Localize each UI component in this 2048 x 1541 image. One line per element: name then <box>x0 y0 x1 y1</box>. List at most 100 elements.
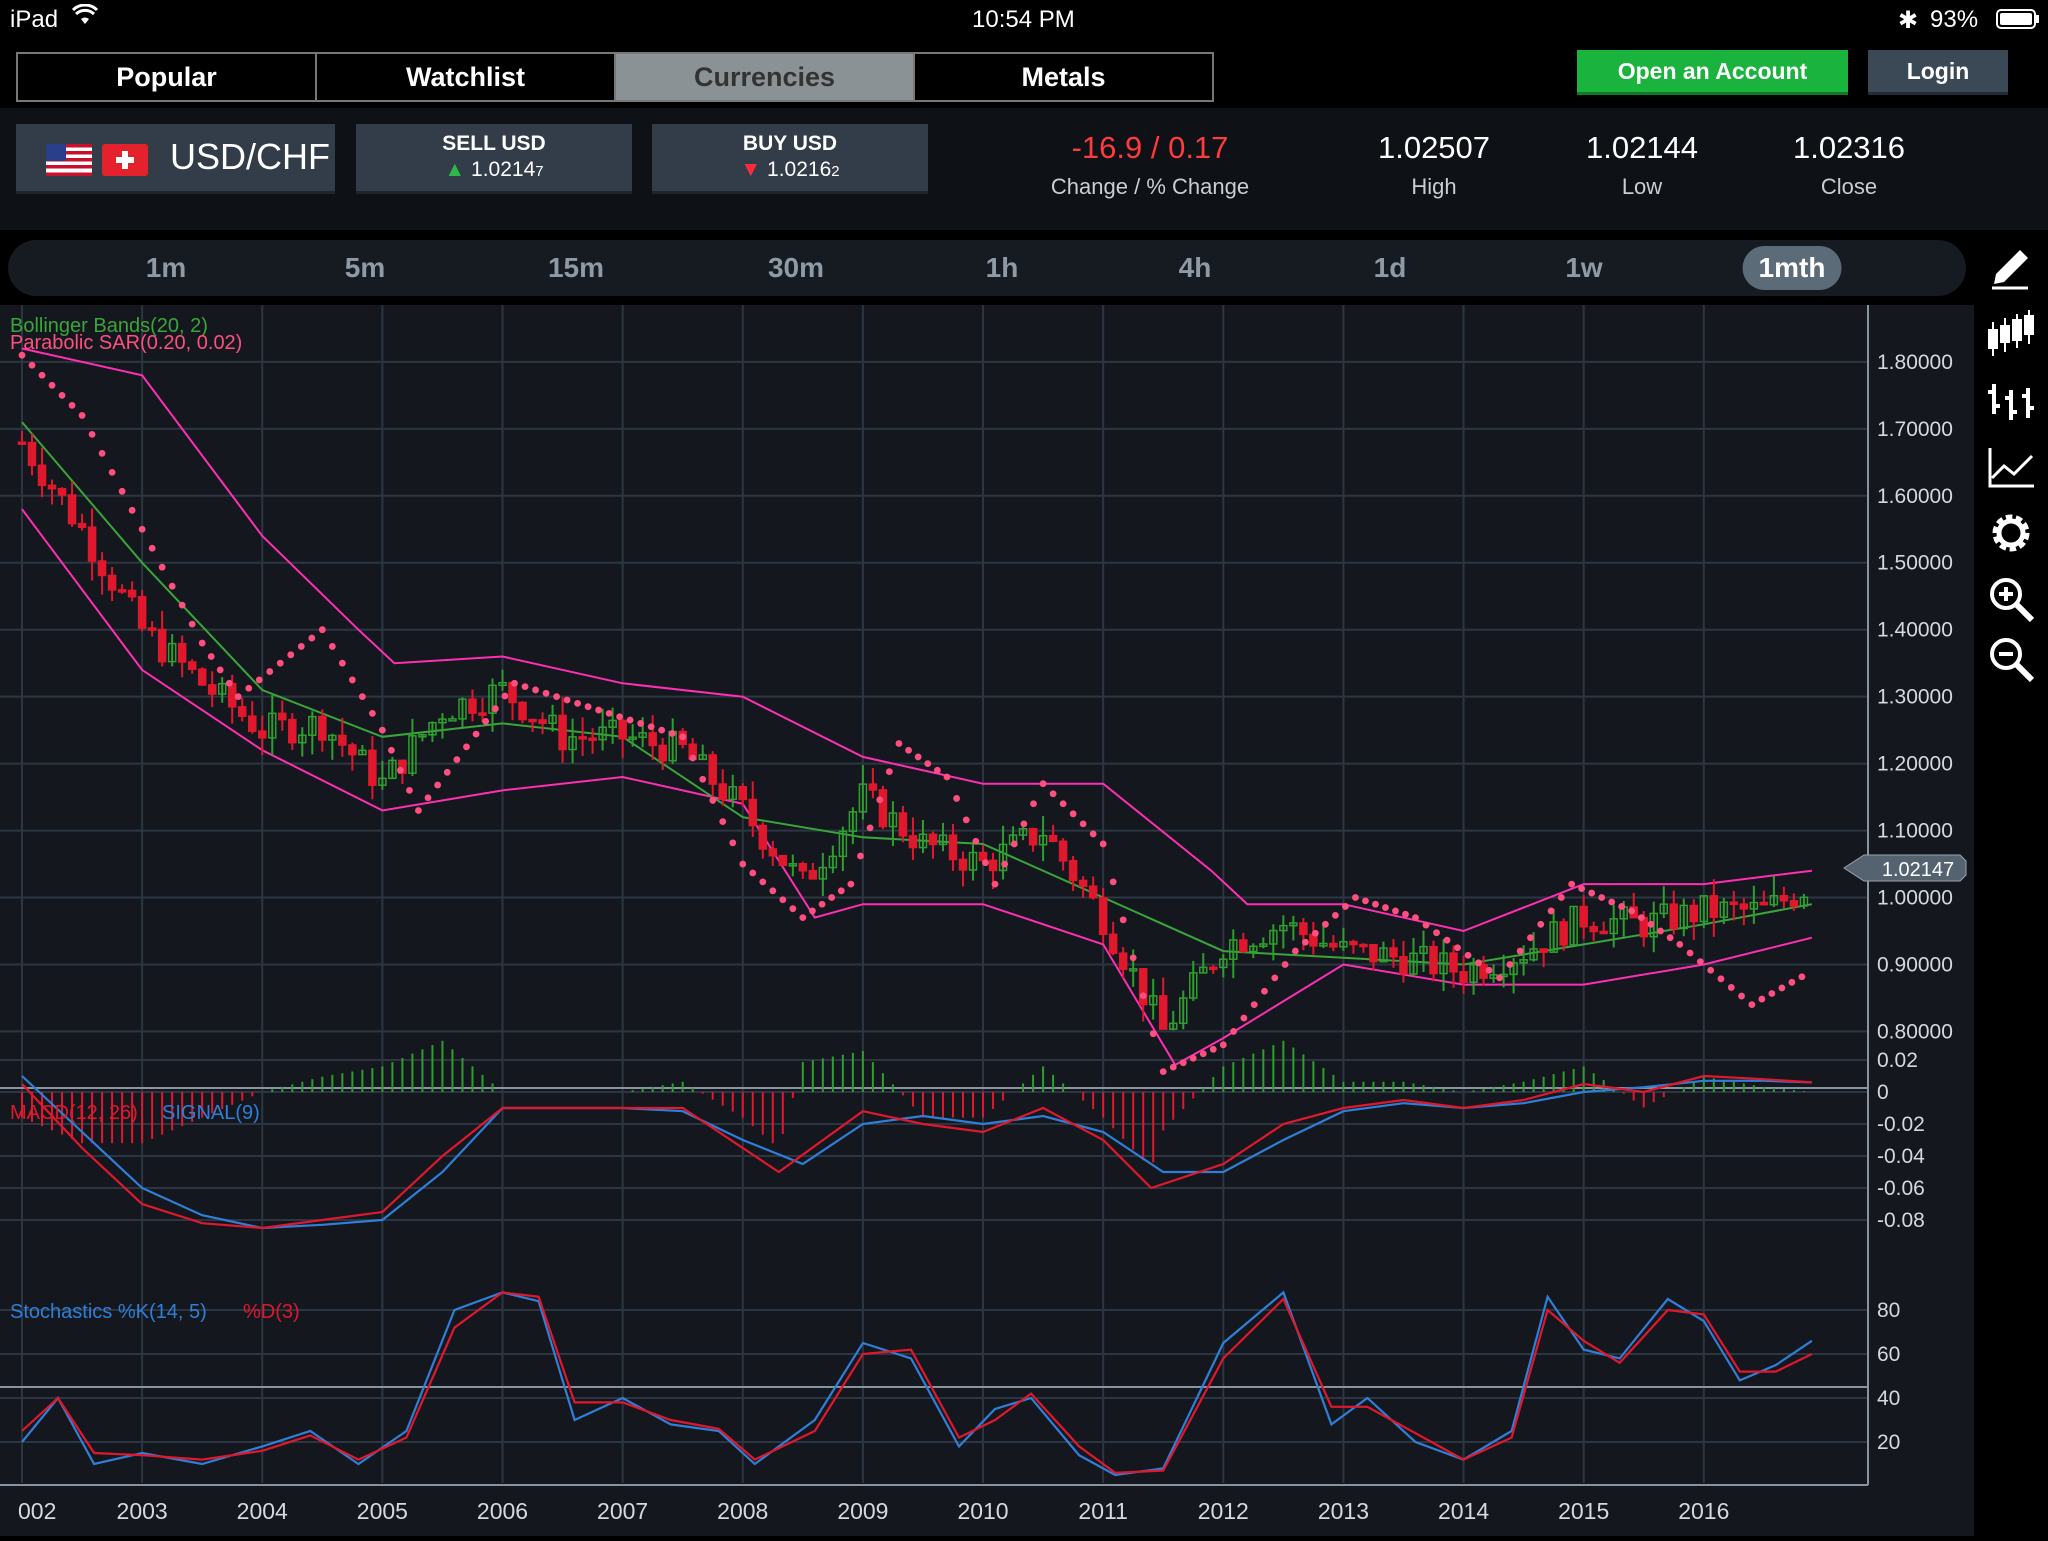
pencil-icon[interactable] <box>1984 242 2038 296</box>
time-axis-label: 2003 <box>117 1498 168 1524</box>
candle-body <box>928 833 938 846</box>
candle-body <box>1509 962 1518 976</box>
timeframe-1w[interactable]: 1w <box>1565 252 1603 283</box>
sar-dot <box>876 796 884 804</box>
candle-body <box>1409 952 1418 975</box>
macd-axis-label: -0.08 <box>1877 1209 1925 1232</box>
sar-dot <box>1506 961 1514 968</box>
candle-body <box>1369 943 1378 963</box>
zoom-out-icon[interactable] <box>1984 632 2038 686</box>
candle-body <box>1799 896 1809 907</box>
candlestick-icon[interactable] <box>1984 308 2038 362</box>
sar-dot <box>1159 1068 1167 1076</box>
sar-dot <box>933 766 941 774</box>
time-axis-label: 2016 <box>1678 1498 1729 1524</box>
close-label: Close <box>1820 174 1878 199</box>
sar-dot <box>28 361 36 369</box>
candle-body <box>1329 942 1338 948</box>
candle-body <box>1659 903 1669 915</box>
candle-body <box>1389 947 1398 958</box>
timeframe-1mth[interactable]: 1mth <box>1742 246 1842 290</box>
candle-body <box>1589 926 1598 933</box>
price-chart[interactable]: 1.80000 1.70000 1.60000 1.50000 1.40000 1.300… <box>0 305 2048 1536</box>
sar-dot <box>739 860 747 868</box>
sar-dot <box>895 740 903 747</box>
sar-dot <box>1291 947 1299 955</box>
candle-body <box>988 859 998 872</box>
time-axis-label: 2005 <box>357 1498 408 1524</box>
sar-dot <box>38 371 46 379</box>
tab-watchlist[interactable]: Watchlist <box>317 54 616 100</box>
sar-dot <box>198 639 206 647</box>
candle-body <box>27 441 37 467</box>
zoom-in-icon[interactable] <box>1984 572 2038 626</box>
candle-body <box>107 574 117 591</box>
timeframe-15m[interactable]: 15m <box>547 252 605 283</box>
price-axis-label: 1.80000 <box>1877 351 1953 374</box>
sar-dot <box>779 896 787 904</box>
sar-dot <box>1189 1054 1197 1062</box>
sar-dot <box>982 859 989 867</box>
sar-dot <box>1578 885 1586 892</box>
tab-popular[interactable]: Popular <box>18 54 317 100</box>
candle-body <box>1068 860 1078 882</box>
candle-body <box>568 736 577 751</box>
sar-dot <box>709 797 717 804</box>
candle-body <box>558 714 567 751</box>
candle-body <box>598 726 607 741</box>
sar-dot <box>501 692 509 700</box>
sar-dot <box>78 412 86 419</box>
timeframe-1d[interactable]: 1d <box>1373 252 1407 283</box>
sar-dot <box>491 705 499 713</box>
open-account-button[interactable]: Open an Account <box>1577 50 1848 95</box>
timeframe-1h[interactable]: 1h <box>985 252 1019 283</box>
sar-dot <box>482 718 490 725</box>
sar-dot <box>1209 1045 1217 1053</box>
candle-body <box>1459 971 1468 983</box>
candle-body <box>788 863 798 867</box>
candle-body <box>458 698 467 720</box>
timeframe-5m[interactable]: 5m <box>344 252 386 283</box>
candle-body <box>1319 942 1328 947</box>
macd-axis-label: -0.04 <box>1877 1145 1925 1168</box>
login-button[interactable]: Login <box>1868 50 2008 95</box>
sar-dot <box>1119 916 1127 924</box>
sar-dot <box>48 381 56 389</box>
instrument-selector[interactable]: USD/CHF <box>16 124 335 194</box>
sar-dot <box>759 878 767 886</box>
gear-icon[interactable] <box>1984 506 2038 560</box>
sar-dot <box>266 668 274 675</box>
candle-body <box>718 783 728 801</box>
sar-dot <box>18 351 26 359</box>
price-axis-label: 1.50000 <box>1877 552 1953 575</box>
sar-dot <box>1676 940 1684 948</box>
current-price-tag: 1.02147 <box>1843 854 1967 882</box>
candle-body <box>1749 901 1759 910</box>
time-axis-label: 2011 <box>1078 1498 1127 1524</box>
sar-dot <box>866 824 874 832</box>
buy-button[interactable]: BUY USD ▼ 1.02162 <box>652 124 928 194</box>
timeframe-30m[interactable]: 30m <box>767 252 825 283</box>
tab-currencies[interactable]: Currencies <box>616 54 915 100</box>
chart-canvas: 1.80000 1.70000 1.60000 1.50000 1.40000 1.300… <box>0 305 1974 1536</box>
sell-button[interactable]: SELL USD ▲ 1.02147 <box>356 124 632 194</box>
sar-dot <box>828 894 836 901</box>
candle-body <box>898 812 908 837</box>
ohlc-bars-icon[interactable] <box>1984 374 2038 428</box>
sar-dot <box>453 756 461 763</box>
sar-dot <box>348 676 356 684</box>
sar-dot <box>1696 958 1704 966</box>
sar-dot <box>689 754 697 762</box>
timeframe-1m[interactable]: 1m <box>145 252 187 283</box>
line-chart-icon[interactable] <box>1984 440 2038 494</box>
timeframe-4h[interactable]: 4h <box>1178 252 1212 283</box>
sar-dot <box>857 852 864 860</box>
candle-body <box>408 735 417 774</box>
sar-dot <box>1618 903 1626 910</box>
sar-dot <box>679 733 687 741</box>
candle-body <box>1699 895 1709 923</box>
tab-metals[interactable]: Metals <box>915 54 1212 100</box>
candle-body <box>1158 995 1168 1030</box>
candle-body <box>1249 945 1258 953</box>
sar-dot <box>338 659 346 667</box>
